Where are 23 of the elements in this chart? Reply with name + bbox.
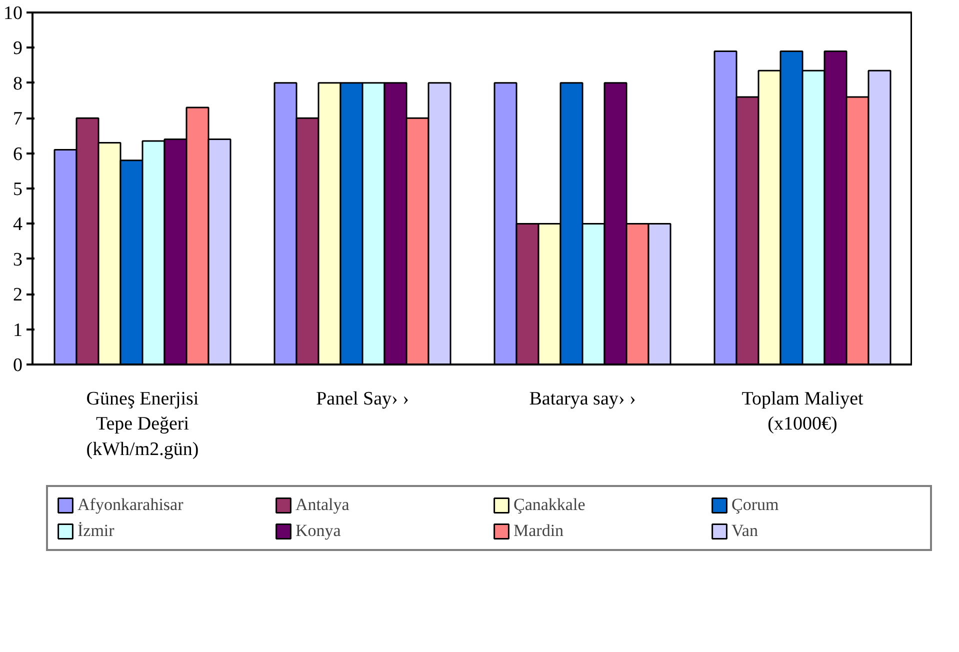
y-tick-label: 7 (13, 108, 22, 130)
y-tick-label: 2 (13, 284, 22, 306)
legend-label: İzmir (78, 521, 116, 541)
legend-label: Mardin (514, 521, 565, 541)
x-tick-label: Batarya say› › (529, 388, 636, 410)
legend-label: Van (732, 521, 759, 541)
legend-label: Afyonkarahisar (78, 495, 184, 515)
legend-label: Konya (296, 521, 342, 541)
y-tick-label: 8 (13, 73, 22, 94)
y-tick-label: 5 (13, 179, 22, 200)
x-tick-label: Toplam Maliyet (x1000€) (742, 388, 864, 435)
y-tick-label: 1 (13, 320, 22, 341)
x-tick-label: Panel Say› › (316, 388, 409, 410)
y-tick-label: 9 (13, 38, 22, 60)
y-tick-label: 6 (13, 144, 22, 165)
y-tick-label: 4 (13, 214, 23, 236)
y-tick-label: 10 (4, 3, 22, 24)
y-tick-label: 3 (13, 249, 22, 270)
legend-label: Antalya (296, 495, 350, 515)
y-tick-label: 0 (13, 355, 22, 376)
legend-label: Çorum (732, 495, 780, 515)
x-tick-label: Güneş Enerjisi Tepe Değeri (kWh/m2.gün) (86, 388, 199, 460)
legend-label: Çanakkale (514, 495, 586, 515)
